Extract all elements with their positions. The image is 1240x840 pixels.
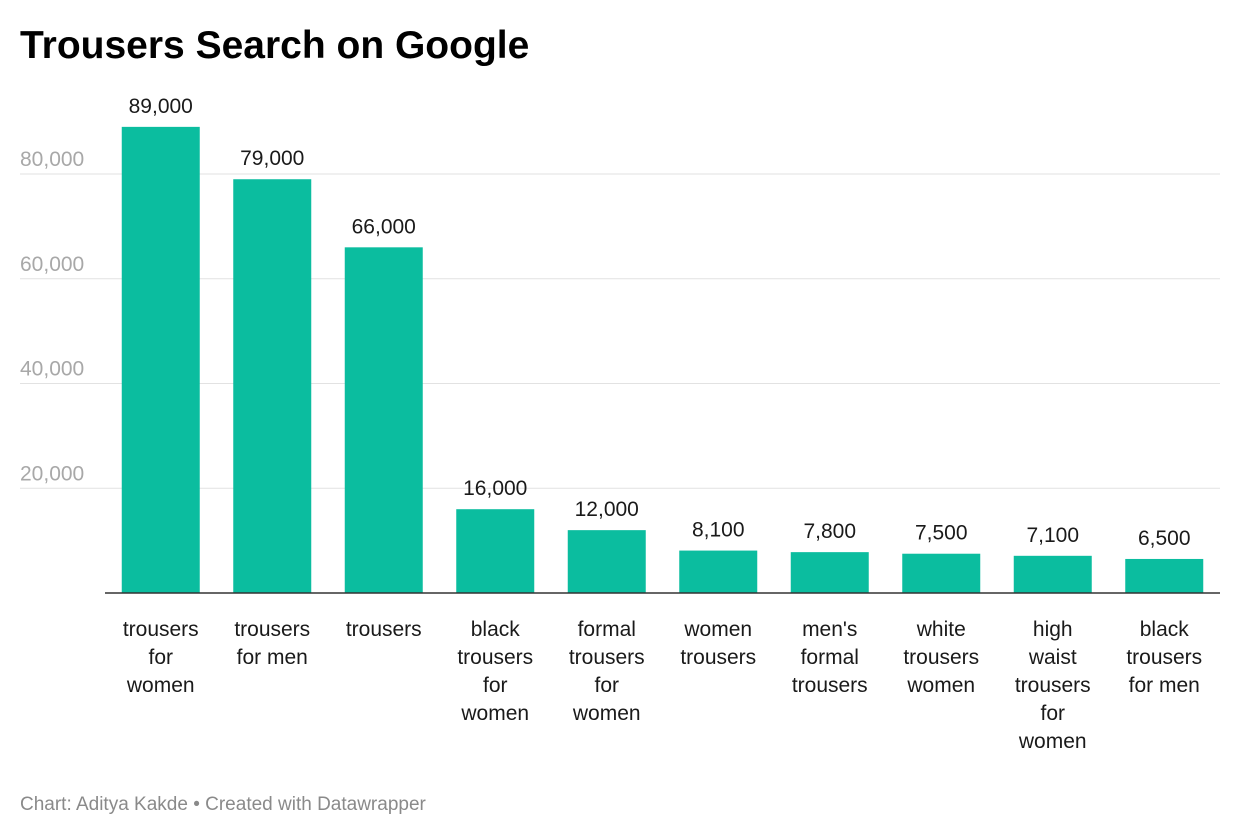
- bar: [679, 550, 758, 593]
- value-label: 6,500: [1138, 527, 1191, 550]
- x-tick-label: high waist trousers for women: [1015, 618, 1091, 753]
- y-tick-label: 20,000: [20, 462, 84, 485]
- x-tick-label: black trousers for women: [457, 618, 533, 725]
- bar: [790, 552, 869, 593]
- chart-footer: Chart: Aditya Kakde • Created with Dataw…: [20, 794, 426, 815]
- x-tick-label: formal trousers for women: [569, 618, 645, 725]
- bar: [233, 179, 312, 594]
- bar: [121, 126, 200, 594]
- value-label: 12,000: [575, 498, 639, 521]
- bar: [1013, 555, 1092, 593]
- x-tick-label: trousers for men: [234, 618, 310, 669]
- value-label: 66,000: [352, 215, 416, 238]
- grid-layer: [20, 173, 1220, 489]
- bar-layer: [121, 126, 1204, 594]
- x-tick-label: women trousers: [680, 618, 756, 669]
- y-tick-label: 80,000: [20, 148, 84, 171]
- bar: [567, 530, 646, 593]
- bar: [1125, 558, 1204, 593]
- value-label: 7,800: [803, 520, 856, 543]
- x-tick-label: men's formal trousers: [792, 618, 868, 697]
- bar: [456, 509, 535, 593]
- y-tick-label: 40,000: [20, 358, 84, 381]
- value-label: 8,100: [692, 519, 745, 542]
- y-tick-label: 60,000: [20, 253, 84, 276]
- value-label: 89,000: [129, 95, 193, 118]
- value-label: 7,500: [915, 522, 968, 545]
- x-tick-label: white trousers women: [903, 618, 979, 697]
- x-tick-label: trousers for women: [123, 618, 199, 697]
- bar: [902, 553, 981, 593]
- x-tick-label: trousers: [346, 618, 422, 641]
- value-label: 16,000: [463, 477, 527, 500]
- bar: [344, 247, 423, 593]
- value-label: 7,100: [1026, 524, 1079, 547]
- x-tick-label: black trousers for men: [1126, 618, 1202, 697]
- chart-title: Trousers Search on Google: [20, 24, 530, 67]
- value-label: 79,000: [240, 147, 304, 170]
